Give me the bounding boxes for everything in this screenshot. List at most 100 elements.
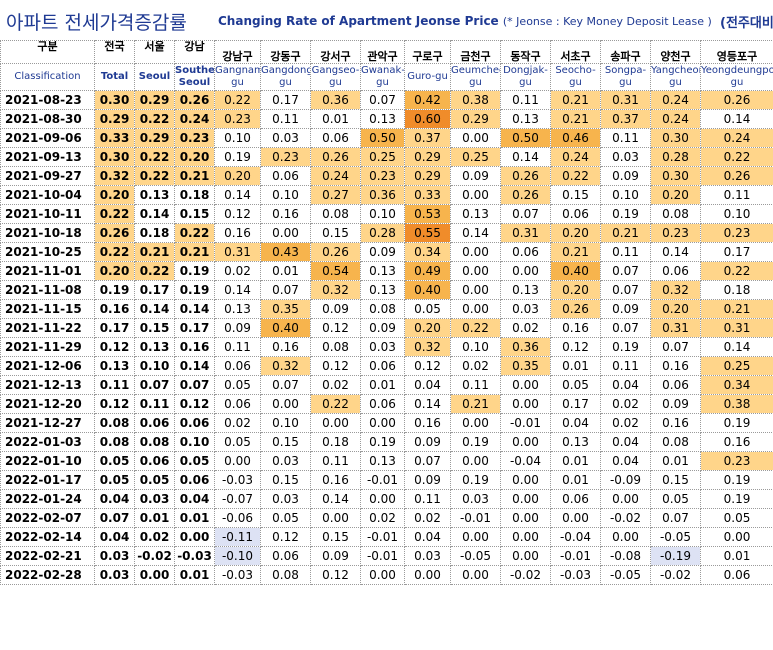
table-cell: -0.03 xyxy=(214,470,261,490)
table-cell: 0.00 xyxy=(310,413,361,433)
table-cell: 0.18 xyxy=(174,185,215,205)
table-cell: 0.12 xyxy=(174,394,215,414)
table-cell: 0.46 xyxy=(550,128,601,148)
table-cell: -0.07 xyxy=(214,489,261,509)
table-cell: 0.22 xyxy=(134,109,175,129)
table-cell: 0.13 xyxy=(360,280,405,300)
table-cell: -0.10 xyxy=(214,546,261,566)
table-row: 2021-12-06 0.13 0.10 0.14 0.06 0.32 0.12 0.06 0.… xyxy=(0,356,773,376)
table-cell: 0.19 xyxy=(700,470,773,490)
table-row: 2021-11-15 0.16 0.14 0.14 0.13 0.35 0.09 0.08 0.… xyxy=(0,299,773,319)
table-cell: 0.01 xyxy=(550,451,601,471)
table-cell: 0.38 xyxy=(450,90,501,110)
table-cell: 0.00 xyxy=(450,565,501,585)
table-cell: 0.11 xyxy=(214,337,261,357)
row-date: 2021-11-08 xyxy=(0,280,95,300)
table-cell: 0.08 xyxy=(260,565,311,585)
table-cell: 0.12 xyxy=(550,337,601,357)
table-cell: 0.14 xyxy=(310,489,361,509)
table-cell: 0.16 xyxy=(550,318,601,338)
table-cell: 0.21 xyxy=(174,242,215,262)
table-cell: 0.08 xyxy=(310,204,361,224)
column-header-ko: 동작구 xyxy=(500,40,551,64)
column-header-en: Yeongdeungpo-gu xyxy=(700,63,773,91)
table-cell: 0.36 xyxy=(500,337,551,357)
table-cell: 0.07 xyxy=(404,451,451,471)
table-cell: 0.03 xyxy=(260,451,311,471)
table-cell: -0.01 xyxy=(550,546,601,566)
title-right-fragment: (전주대비 xyxy=(720,16,773,31)
table-cell: 0.13 xyxy=(360,451,405,471)
row-date: 2021-12-06 xyxy=(0,356,95,376)
table-cell: 0.19 xyxy=(174,261,215,281)
title-english-text: Changing Rate of Apartment Jeonse Price xyxy=(218,14,499,28)
page-title-english: Changing Rate of Apartment Jeonse Price … xyxy=(218,14,712,28)
table-container: 구분 전국 서울 강남 강남구 강동구 강서구 관악구 구로구 금천구 동작구 서초구 송파구 양천구 영등… xyxy=(0,40,773,650)
table-cell: 0.05 xyxy=(174,451,215,471)
table-cell: -0.01 xyxy=(360,546,405,566)
table-cell: 0.07 xyxy=(500,204,551,224)
table-cell: 0.35 xyxy=(260,299,311,319)
table-cell: 0.16 xyxy=(404,413,451,433)
table-row: 2022-01-10 0.05 0.06 0.05 0.00 0.03 0.11 0.13 0.… xyxy=(0,451,773,471)
table-cell: 0.17 xyxy=(700,242,773,262)
table-cell: 0.03 xyxy=(94,565,135,585)
table-cell: 0.12 xyxy=(404,356,451,376)
table-cell: -0.05 xyxy=(650,527,701,547)
table-cell: 0.19 xyxy=(600,337,651,357)
row-date: 2021-11-22 xyxy=(0,318,95,338)
table-cell: 0.06 xyxy=(260,546,311,566)
table-cell: 0.19 xyxy=(450,470,501,490)
table-cell: 0.00 xyxy=(500,261,551,281)
table-cell: 0.19 xyxy=(174,280,215,300)
table-cell: 0.05 xyxy=(404,299,451,319)
table-cell: 0.11 xyxy=(310,451,361,471)
jeonse-rate-table: 구분 전국 서울 강남 강남구 강동구 강서구 관악구 구로구 금천구 동작구 서초구 송파구 양천구 영등… xyxy=(0,40,773,585)
table-row: 2021-12-13 0.11 0.07 0.07 0.05 0.07 0.02 0.01 0.… xyxy=(0,375,773,395)
column-header-ko: 강서구 xyxy=(310,40,361,64)
table-cell: 0.24 xyxy=(650,109,701,129)
table-row: 2021-08-23 0.30 0.29 0.26 0.22 0.17 0.36 0.07 0.… xyxy=(0,90,773,110)
table-cell: 0.43 xyxy=(260,242,311,262)
table-cell: 0.16 xyxy=(174,337,215,357)
table-cell: 0.26 xyxy=(550,299,601,319)
table-cell: 0.19 xyxy=(600,204,651,224)
table-cell: 0.03 xyxy=(360,337,405,357)
table-cell: 0.21 xyxy=(550,242,601,262)
column-header-ko: 전국 xyxy=(94,40,135,64)
table-cell: -0.01 xyxy=(450,508,501,528)
table-cell: 0.19 xyxy=(214,147,261,167)
table-cell: 0.10 xyxy=(174,432,215,452)
table-row: 2022-02-14 0.04 0.02 0.00 -0.11 0.12 0.15 -0.01… xyxy=(0,527,773,547)
table-cell: 0.07 xyxy=(94,508,135,528)
table-cell: 0.00 xyxy=(174,527,215,547)
column-header-ko: 강동구 xyxy=(260,40,311,64)
table-cell: 0.15 xyxy=(260,470,311,490)
table-cell: 0.16 xyxy=(650,413,701,433)
table-cell: 0.04 xyxy=(94,489,135,509)
column-header-en: Gwanak-gu xyxy=(360,63,405,91)
table-cell: 0.23 xyxy=(700,451,773,471)
table-cell: 0.18 xyxy=(310,432,361,452)
table-cell: 0.01 xyxy=(550,470,601,490)
table-row: 2021-11-22 0.17 0.15 0.17 0.09 0.40 0.12 0.09 0.… xyxy=(0,318,773,338)
table-cell: -0.11 xyxy=(214,527,261,547)
table-cell: 0.26 xyxy=(700,90,773,110)
table-cell: 0.02 xyxy=(600,394,651,414)
table-cell: 0.01 xyxy=(174,508,215,528)
table-cell: 0.50 xyxy=(500,128,551,148)
table-cell: -0.06 xyxy=(214,508,261,528)
table-cell: 0.00 xyxy=(500,508,551,528)
table-cell: 0.12 xyxy=(260,527,311,547)
table-cell: 0.29 xyxy=(450,109,501,129)
table-row: 2021-12-20 0.12 0.11 0.12 0.06 0.00 0.22 0.06 0.… xyxy=(0,394,773,414)
table-cell: 0.19 xyxy=(450,432,501,452)
table-row: 2021-10-11 0.22 0.14 0.15 0.12 0.16 0.08 0.10 0.… xyxy=(0,204,773,224)
table-cell: 0.09 xyxy=(650,394,701,414)
table-cell: 0.10 xyxy=(214,128,261,148)
table-cell: 0.04 xyxy=(600,451,651,471)
table-cell: -0.03 xyxy=(174,546,215,566)
table-cell: 0.02 xyxy=(214,261,261,281)
row-date: 2021-12-20 xyxy=(0,394,95,414)
table-cell: 0.06 xyxy=(310,128,361,148)
